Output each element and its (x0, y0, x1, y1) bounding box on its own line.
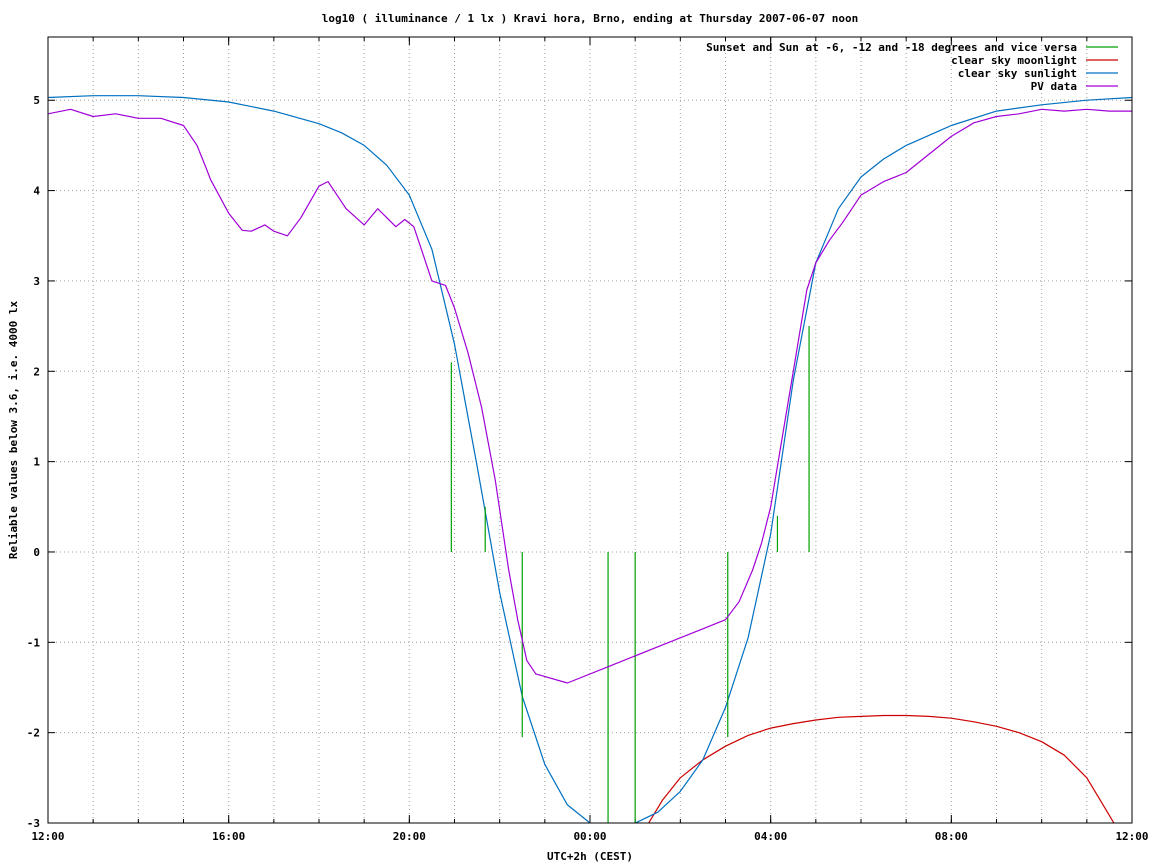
y-tick-label: 0 (33, 546, 40, 559)
y-tick-label: -2 (27, 727, 40, 740)
y-tick-label: 3 (33, 275, 40, 288)
series-line-3 (48, 108, 1132, 684)
x-axis-label: UTC+2h (CEST) (547, 850, 633, 863)
legend-label: clear sky sunlight (958, 67, 1077, 80)
legend-label: Sunset and Sun at -6, -12 and -18 degree… (706, 41, 1077, 54)
y-tick-label: 5 (33, 94, 40, 107)
legend-label: clear sky moonlight (951, 54, 1077, 67)
x-tick-label: 20:00 (393, 830, 426, 843)
x-tick-label: 12:00 (31, 830, 64, 843)
grid (48, 37, 1132, 823)
y-tick-label: 2 (33, 365, 40, 378)
chart-title: log10 ( illuminance / 1 lx ) Kravi hora,… (322, 12, 858, 25)
x-tick-label: 12:00 (1115, 830, 1148, 843)
x-tick-label: 16:00 (212, 830, 245, 843)
y-tick-label: 4 (33, 185, 40, 198)
series-line-1 (648, 714, 1115, 823)
x-tick-label: 08:00 (935, 830, 968, 843)
plot-series (48, 95, 1132, 823)
legend: Sunset and Sun at -6, -12 and -18 degree… (706, 41, 1118, 93)
y-tick-label: 1 (33, 456, 40, 469)
plot-frame (47, 36, 1133, 824)
y-axis-label: Reliable values below 3.6, i.e. 4000 lx (7, 300, 20, 559)
x-tick-label: 04:00 (754, 830, 787, 843)
y-tick-label: -3 (27, 817, 40, 830)
series-line-2 (48, 95, 1132, 823)
y-tick-label: -1 (27, 636, 41, 649)
x-tick-label: 00:00 (573, 830, 606, 843)
axis-ticks: -3 -2 -1 0 1 2 3 4 5 12:00 16:00 20:00 00:00 04:00 08:… (27, 37, 1149, 843)
legend-label: PV data (1031, 80, 1077, 93)
